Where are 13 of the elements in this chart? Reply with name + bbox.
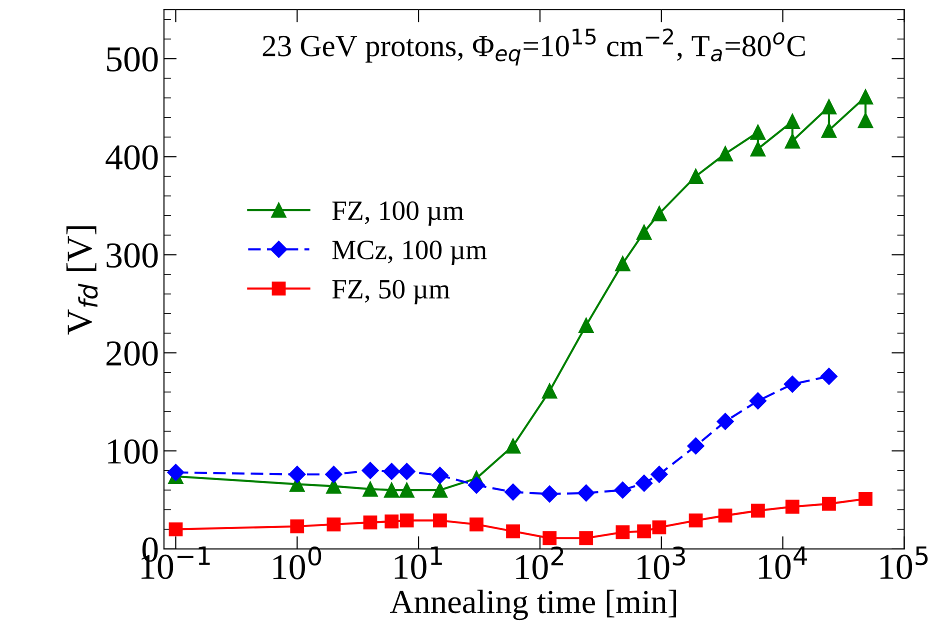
- y-tick-label: 300: [106, 243, 158, 268]
- y-tick-label: 100: [108, 439, 158, 464]
- y-tick-label: 500: [107, 47, 158, 72]
- chart-title: 23 GeV protons, Φ$_{eq}$=10$^{15}$ cm$^{−2}$, T$_{a}$=80$^{o}$C: [262, 28, 805, 66]
- legend-label: MCz, 100 µm: [332, 240, 487, 265]
- y-tick-label: 400: [106, 145, 158, 170]
- legend-label: FZ, 100 µm: [332, 201, 464, 226]
- legend-label: FZ, 50 µm: [332, 280, 450, 304]
- y-tick-label: 200: [106, 341, 158, 366]
- x-axis-title: Annealing time [min]: [390, 590, 676, 620]
- x-tick-label: 10$^{5}$: [880, 546, 928, 580]
- y-axis-title: V$_{fd}$ [V]: [66, 226, 98, 335]
- x-tick-label: 10$^{4}$: [759, 546, 808, 580]
